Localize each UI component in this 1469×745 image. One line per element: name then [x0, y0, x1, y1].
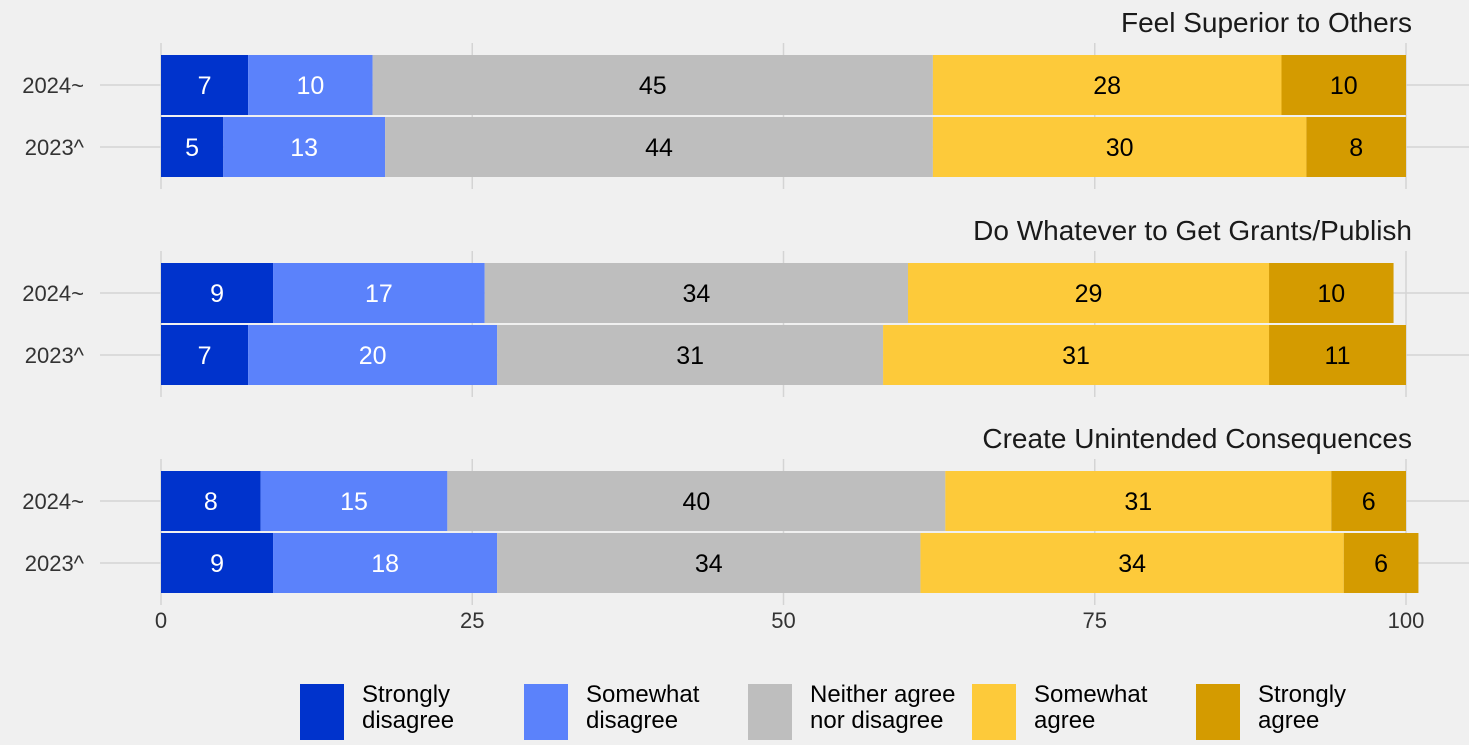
bar-value-label: 7 [198, 342, 212, 370]
bar-segment [1331, 471, 1406, 531]
bar-value-label: 10 [1330, 72, 1358, 100]
row-label: 2024~ [22, 489, 84, 514]
bar-segment [161, 533, 274, 593]
bar-value-label: 9 [210, 550, 224, 578]
legend-swatch [972, 684, 1016, 740]
bar-value-label: 30 [1106, 134, 1134, 162]
bar-segment [161, 117, 224, 177]
row-label: 2023^ [25, 135, 85, 160]
x-tick-label: 50 [771, 608, 795, 633]
panel-title: Create Unintended Consequences [982, 423, 1412, 454]
bar-value-label: 34 [682, 280, 710, 308]
bar-value-label: 31 [1062, 342, 1090, 370]
bar-segment [248, 55, 373, 115]
bar-segment [447, 471, 946, 531]
bar-value-label: 31 [1124, 488, 1152, 516]
legend-item-strongly-agree: Strongly agree [1196, 681, 1404, 740]
bar-segment [932, 55, 1282, 115]
x-tick-label: 25 [460, 608, 484, 633]
bar-segment [248, 325, 498, 385]
bar-value-label: 10 [296, 72, 324, 100]
bar-segment [1281, 55, 1406, 115]
row-label: 2024~ [22, 281, 84, 306]
bar-segment [273, 533, 498, 593]
panel-title: Do Whatever to Get Grants/Publish [973, 215, 1412, 246]
bar-segment [497, 325, 884, 385]
legend-item-strongly-disagree: Strongly disagree [300, 681, 508, 740]
bar-segment [273, 263, 485, 323]
bar-value-label: 6 [1374, 550, 1388, 578]
bar-segment [223, 117, 386, 177]
bar-value-label: 34 [695, 550, 723, 578]
legend: Strongly disagree Somewhat disagree Neit… [300, 681, 1420, 742]
bar-segment [385, 117, 933, 177]
row-label: 2024~ [22, 73, 84, 98]
row-label: 2023^ [25, 551, 85, 576]
bar-segment [920, 533, 1344, 593]
bar-value-label: 17 [365, 280, 393, 308]
bar-segment [161, 471, 261, 531]
bar-value-label: 18 [371, 550, 399, 578]
bar-segment [883, 325, 1270, 385]
bar-segment [484, 263, 908, 323]
bar-value-label: 20 [359, 342, 387, 370]
bar-value-label: 10 [1317, 280, 1345, 308]
legend-swatch [748, 684, 792, 740]
bar-value-label: 31 [676, 342, 704, 370]
bar-segment [1269, 263, 1394, 323]
x-tick-label: 100 [1388, 608, 1425, 633]
row-label: 2023^ [25, 343, 85, 368]
bar-value-label: 28 [1093, 72, 1121, 100]
bar-value-label: 8 [1349, 134, 1363, 162]
bar-segment [1343, 533, 1419, 593]
legend-label: Somewhat disagree [586, 681, 700, 734]
legend-swatch [1196, 684, 1240, 740]
bar-segment [932, 117, 1307, 177]
bar-value-label: 40 [682, 488, 710, 516]
bar-value-label: 11 [1325, 342, 1351, 370]
bar-segment [372, 55, 933, 115]
bar-value-label: 13 [290, 134, 318, 162]
bar-value-label: 8 [204, 488, 218, 516]
legend-swatch [300, 684, 344, 740]
bar-segment [908, 263, 1270, 323]
bar-value-label: 6 [1362, 488, 1376, 516]
bar-segment [497, 533, 921, 593]
bar-segment [945, 471, 1332, 531]
legend-swatch [524, 684, 568, 740]
bar-value-label: 15 [340, 488, 368, 516]
bar-segment [1306, 117, 1406, 177]
bar-value-label: 34 [1118, 550, 1146, 578]
legend-item-somewhat-disagree: Somewhat disagree [524, 681, 732, 740]
legend-item-neither: Neither agree nor disagree [748, 681, 956, 740]
legend-label: Strongly disagree [362, 681, 455, 734]
legend-label: Somewhat agree [1034, 681, 1148, 734]
legend-label: Strongly agree [1258, 681, 1347, 734]
bar-segment [1269, 325, 1406, 385]
panel-title: Feel Superior to Others [1121, 7, 1412, 38]
bar-segment [161, 55, 249, 115]
bar-value-label: 29 [1075, 280, 1103, 308]
legend-label: Neither agree nor disagree [810, 681, 956, 734]
bar-segment [161, 325, 249, 385]
legend-item-somewhat-agree: Somewhat agree [972, 681, 1180, 740]
bar-value-label: 7 [198, 72, 212, 100]
bar-value-label: 5 [185, 134, 199, 162]
x-tick-label: 75 [1083, 608, 1107, 633]
bar-value-label: 9 [210, 280, 224, 308]
bar-segment [161, 263, 274, 323]
bar-value-label: 44 [645, 134, 673, 162]
bar-value-label: 45 [639, 72, 667, 100]
bar-segment [260, 471, 448, 531]
x-tick-label: 0 [155, 608, 167, 633]
